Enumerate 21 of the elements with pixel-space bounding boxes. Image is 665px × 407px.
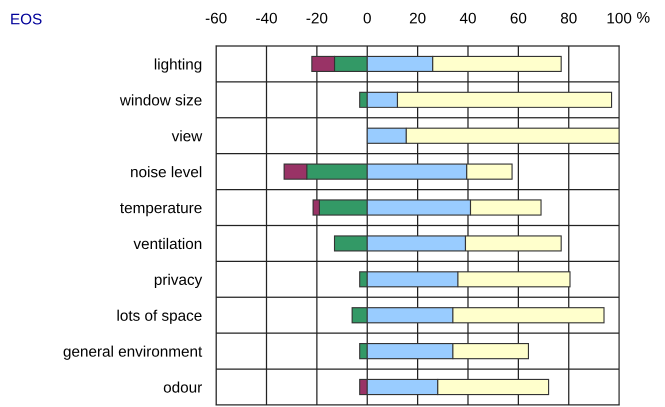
x-tick-label: 100 [608, 12, 632, 24]
y-tick-label: general environment [64, 346, 202, 360]
y-tick-label: ventilation [134, 238, 202, 250]
y-tick-label: view [172, 130, 202, 142]
x-tick-label: 40 [460, 12, 476, 24]
text: EOS [11, 14, 42, 24]
y-tick-label: temperature [120, 203, 202, 216]
y-tick-label: odour [164, 381, 202, 393]
x-tick-label: -60 [206, 12, 227, 24]
x-tick-label: 20 [410, 12, 426, 24]
x-tick-label: 80 [560, 12, 577, 24]
y-tick-label: window size [120, 94, 202, 106]
y-tick-label: lighting [154, 58, 202, 73]
y-tick-label: privacy [154, 274, 202, 288]
x-tick-label: 0 [364, 12, 371, 24]
y-tick-label: lots of space [117, 310, 202, 324]
x-tick-label: -40 [256, 12, 277, 24]
x-tick-label: 60 [510, 12, 526, 24]
x-tick-label: -20 [306, 12, 328, 24]
y-tick-label: noise level [131, 166, 202, 178]
x-axis-title: % [637, 12, 650, 23]
